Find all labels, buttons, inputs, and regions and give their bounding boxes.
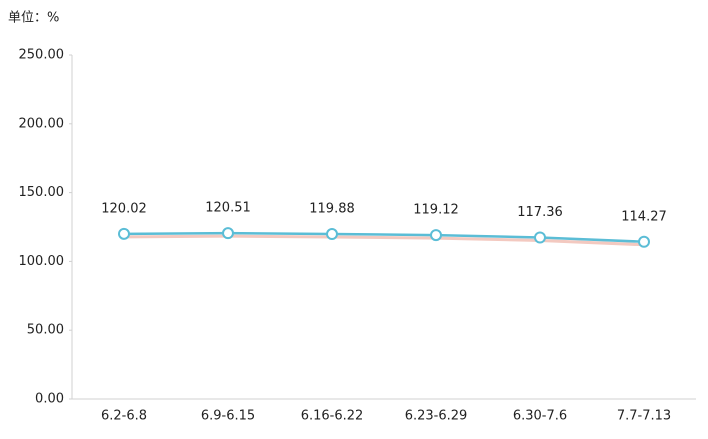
x-tick-label: 6.16-6.22: [301, 409, 364, 424]
y-tick-label: 50.00: [27, 323, 64, 338]
y-tick-label: 150.00: [19, 185, 65, 200]
y-tick-label: 0.00: [35, 392, 64, 407]
data-label: 117.36: [517, 205, 563, 220]
y-axis-label: 单位：%: [8, 11, 59, 26]
marker: [326, 228, 338, 241]
data-label: 120.51: [205, 201, 251, 216]
y-tick-label: 200.00: [19, 116, 65, 131]
x-tick-label: 6.23-6.29: [405, 409, 468, 424]
x-tick-label: 6.9-6.15: [201, 409, 255, 424]
line: [123, 231, 645, 244]
y-tick-label: 250.00: [19, 48, 65, 63]
data-label: 119.12: [413, 203, 459, 218]
marker: [534, 231, 546, 244]
line-shadow: [123, 234, 645, 247]
x-tick-label: 6.2-6.8: [101, 409, 147, 424]
x-tick-label: 6.30-7.6: [513, 409, 567, 424]
marker: [638, 235, 650, 248]
x-tick-label: 7.7-7.13: [617, 409, 671, 424]
marker: [430, 229, 442, 242]
marker: [118, 227, 130, 240]
data-label: 119.88: [309, 202, 355, 217]
marker: [222, 227, 234, 240]
data-label: 120.02: [101, 201, 147, 216]
data-label: 114.27: [621, 209, 667, 224]
y-tick-label: 100.00: [19, 254, 65, 269]
